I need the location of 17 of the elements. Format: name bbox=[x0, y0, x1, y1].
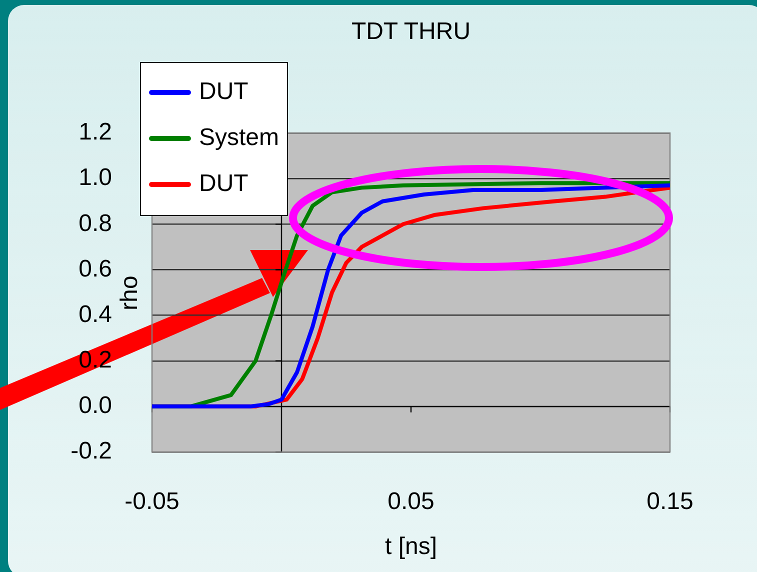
x-tick-label: -0.05 bbox=[124, 488, 180, 516]
x-axis-title: t [ns] bbox=[384, 533, 438, 561]
y-tick-label: 0.6 bbox=[78, 255, 112, 282]
legend-label: DUT bbox=[199, 170, 248, 198]
y-tick-label: 1.2 bbox=[78, 118, 112, 146]
x-tick-label: 0.05 bbox=[388, 488, 434, 516]
y-tick-label: 0.8 bbox=[78, 210, 112, 237]
y-tick-label: -0.2 bbox=[70, 438, 112, 465]
y-tick-label: 0.0 bbox=[78, 392, 112, 420]
y-tick-label: 1.0 bbox=[78, 164, 112, 192]
y-tick-label: 0.2 bbox=[78, 346, 112, 374]
chart-title: TDT THRU bbox=[350, 18, 472, 46]
y-tick-label: 0.4 bbox=[78, 300, 112, 328]
legend-label: System bbox=[199, 124, 280, 152]
legend-label: DUT bbox=[199, 78, 248, 106]
x-tick-label: 0.15 bbox=[646, 488, 694, 516]
y-axis-title: rho bbox=[116, 275, 144, 310]
